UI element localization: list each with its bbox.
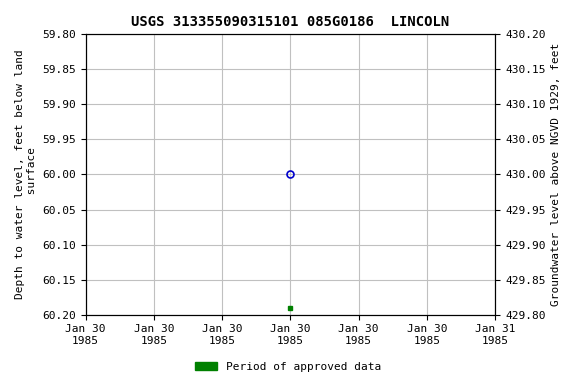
Y-axis label: Depth to water level, feet below land
 surface: Depth to water level, feet below land su… [15, 50, 37, 300]
Y-axis label: Groundwater level above NGVD 1929, feet: Groundwater level above NGVD 1929, feet [551, 43, 561, 306]
Title: USGS 313355090315101 085G0186  LINCOLN: USGS 313355090315101 085G0186 LINCOLN [131, 15, 449, 29]
Legend: Period of approved data: Period of approved data [191, 358, 385, 377]
